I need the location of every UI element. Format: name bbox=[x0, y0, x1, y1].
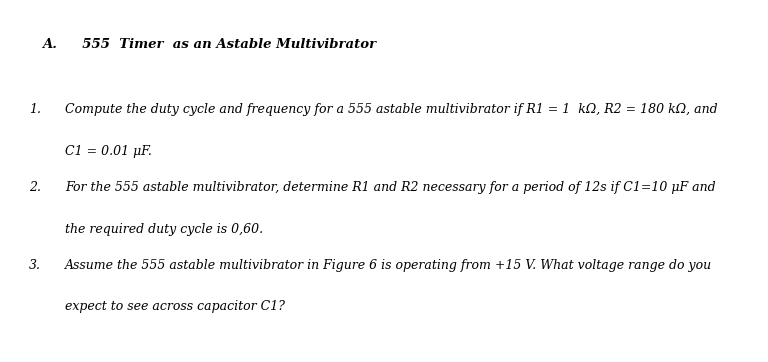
Text: C1 = 0.01 μF.: C1 = 0.01 μF. bbox=[65, 145, 152, 158]
Text: 3.: 3. bbox=[29, 259, 41, 272]
Text: 1.: 1. bbox=[29, 103, 41, 116]
Text: 2.: 2. bbox=[29, 181, 41, 194]
Text: 555  Timer  as an Astable Multivibrator: 555 Timer as an Astable Multivibrator bbox=[73, 38, 376, 51]
Text: Assume the 555 astable multivibrator in Figure 6 is operating from +15 V. What v: Assume the 555 astable multivibrator in … bbox=[65, 259, 713, 272]
Text: expect to see across capacitor C1?: expect to see across capacitor C1? bbox=[65, 300, 285, 313]
Text: A.: A. bbox=[42, 38, 57, 51]
Text: the required duty cycle is 0,60.: the required duty cycle is 0,60. bbox=[65, 223, 263, 236]
Text: Compute the duty cycle and frequency for a 555 astable multivibrator if R1 = 1  : Compute the duty cycle and frequency for… bbox=[65, 103, 718, 116]
Text: For the 555 astable multivibrator, determine R1 and R2 necessary for a period of: For the 555 astable multivibrator, deter… bbox=[65, 181, 716, 194]
